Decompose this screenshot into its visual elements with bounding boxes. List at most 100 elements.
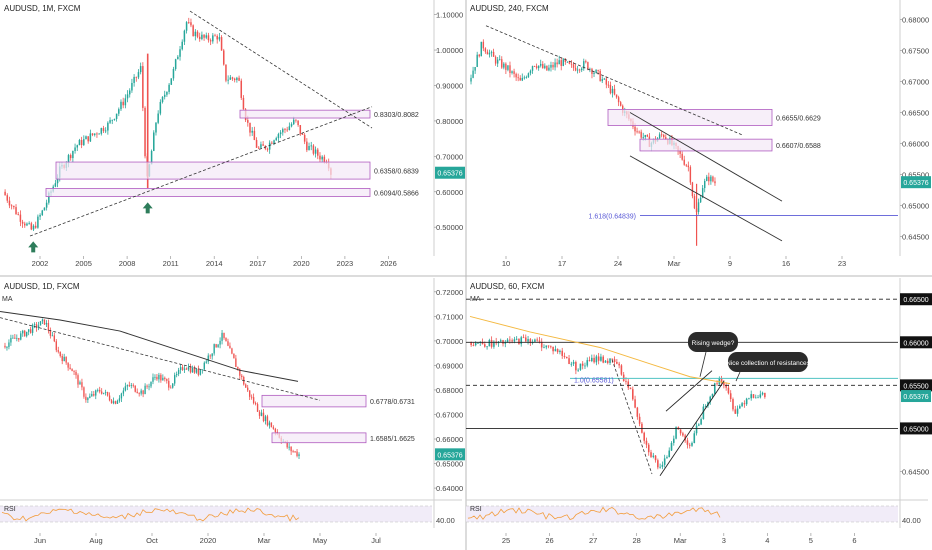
trend-line-down xyxy=(0,317,321,401)
candle-body xyxy=(268,142,271,150)
candle-body xyxy=(273,140,275,144)
candle-body xyxy=(87,397,89,401)
candle-body xyxy=(723,382,725,386)
candle-body xyxy=(493,341,495,347)
candle-body xyxy=(682,433,684,436)
y-tick-label: 0.64500 xyxy=(902,467,929,476)
zone-label: 0.6607/0.6588 xyxy=(776,143,821,150)
candle-body xyxy=(29,329,32,333)
x-tick-label: 2002 xyxy=(32,259,49,268)
up-arrow-icon xyxy=(142,202,153,214)
level-tag-label: 0.65000 xyxy=(903,426,928,433)
candle-body xyxy=(570,363,573,365)
candle-body xyxy=(10,337,12,343)
candle-body xyxy=(613,359,616,362)
candle-body xyxy=(523,77,526,79)
candle-body xyxy=(474,343,477,346)
candle-body xyxy=(534,339,536,342)
candle-body xyxy=(294,451,296,453)
candle-body xyxy=(314,149,317,154)
candle-body xyxy=(556,349,559,353)
callout-pointer xyxy=(699,351,707,377)
candle-body xyxy=(43,207,46,211)
candle-body xyxy=(602,356,604,363)
candle-body xyxy=(67,362,69,368)
candle-body xyxy=(558,60,560,65)
candle-body xyxy=(156,376,158,380)
current-price-label: 0.65376 xyxy=(437,171,462,178)
candle-body xyxy=(69,367,71,370)
candle-body xyxy=(197,368,200,375)
candle-body xyxy=(209,40,212,42)
rsi-tick-label: 40.00 xyxy=(436,516,455,525)
candle-body xyxy=(74,147,76,151)
candle-body xyxy=(515,73,517,78)
candle-body xyxy=(702,406,705,420)
candle-body xyxy=(241,375,243,378)
candle-body xyxy=(133,76,135,83)
candle-body xyxy=(548,67,550,71)
candle-body xyxy=(152,377,154,382)
candle-body xyxy=(254,403,257,405)
candle-body xyxy=(215,344,217,348)
candle-body xyxy=(681,153,683,160)
resistance-zone xyxy=(55,161,371,180)
candle-body xyxy=(554,62,556,68)
candle-body xyxy=(128,385,130,387)
candle-body xyxy=(177,369,180,375)
candle-body xyxy=(299,125,302,134)
x-tick-label: 24 xyxy=(614,259,622,268)
candle-body xyxy=(306,141,308,151)
candle-body xyxy=(164,377,166,380)
zone-label: 0.6655/0.6629 xyxy=(776,115,821,122)
candle-body xyxy=(543,347,545,349)
candle-body xyxy=(154,376,156,378)
candle-body xyxy=(266,148,269,150)
candle-body xyxy=(260,412,263,416)
candle-body xyxy=(207,35,210,41)
candle-body xyxy=(231,348,233,354)
level-tag-label: 0.65500 xyxy=(903,383,928,390)
x-tick-label: 27 xyxy=(589,536,597,545)
candle-body xyxy=(122,390,125,394)
candle-body xyxy=(659,466,661,468)
candle-body xyxy=(100,391,103,394)
level-tag xyxy=(900,379,932,392)
candle-body xyxy=(323,156,326,162)
candle-body xyxy=(617,97,620,103)
candle-body xyxy=(10,205,13,207)
candle-body xyxy=(20,333,22,340)
rsi-band xyxy=(0,506,432,522)
candle-body xyxy=(142,66,144,108)
candle-body xyxy=(666,457,668,459)
candle-body xyxy=(8,342,10,348)
candle-body xyxy=(761,392,764,395)
candle-body xyxy=(189,366,192,373)
candle-body xyxy=(24,330,26,337)
candle-body xyxy=(686,440,689,445)
candle-body xyxy=(484,48,487,52)
resistance-zone xyxy=(261,394,367,408)
candle-body xyxy=(146,385,148,387)
candle-body xyxy=(706,176,708,181)
y-tick-label: 0.65000 xyxy=(436,460,463,469)
dotted-swing-line xyxy=(611,359,653,475)
candle-body xyxy=(39,214,41,217)
candle-body xyxy=(221,332,223,341)
candle-body xyxy=(605,78,608,85)
candle-body xyxy=(556,62,558,65)
candle-body xyxy=(575,362,577,371)
y-tick-label: 0.70000 xyxy=(436,152,463,161)
candle-body xyxy=(183,368,186,370)
callout-pointer xyxy=(735,371,741,382)
candle-body xyxy=(118,109,120,114)
candle-body xyxy=(513,339,516,342)
candle-body xyxy=(22,330,24,334)
candle-body xyxy=(636,407,639,417)
candle-body xyxy=(172,68,175,79)
candle-body xyxy=(99,389,101,392)
candle-body xyxy=(237,367,239,369)
candle-body xyxy=(54,183,57,187)
candle-body xyxy=(509,339,511,341)
candle-body xyxy=(550,346,552,348)
